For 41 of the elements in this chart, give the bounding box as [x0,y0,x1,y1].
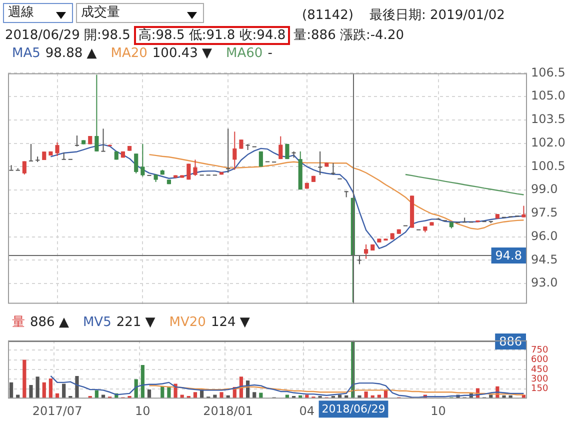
text: 886 ▲ [30,315,69,330]
y-tick-label: 106.5 [531,65,566,80]
y-tick-label: 300 [531,374,548,385]
chart-title: (81142) [302,8,354,23]
y-tick-label: 600 [531,355,548,366]
y-tick-label: 103.5 [531,112,566,126]
text: MA60 [226,46,263,61]
text: 100.43 ▼ [152,46,212,61]
x-tick-label: 2017/07 [32,404,82,418]
text: - [268,46,272,61]
text: MV20 [169,315,206,330]
ref-line-label: 94.8 [495,248,522,263]
highlight-frame: 高:98.5 低:91.8 收:94.8 [134,26,290,45]
y-tick-label: 150 [531,384,548,394]
text: 量 [12,315,25,330]
x-tick-label: 2018/06/29 [322,402,386,416]
y-tick-label: 97.5 [531,206,558,220]
text: 221 ▼ [116,315,156,330]
y-tick-label: 96.0 [531,228,558,243]
x-tick-label: 10 [135,404,150,418]
dropdown: 成交量 [76,3,204,23]
text: 124 ▼ [210,315,250,330]
text: 2018/06/29 開:98.5 [5,28,130,43]
y-tick-label: 93.0 [531,276,558,290]
text: MV5 [82,315,112,330]
y-tick-label: 750 [531,345,548,356]
y-tick-label: 105.0 [531,88,566,103]
text: 98.88 ▲ [45,46,97,61]
y-tick-label: 100.5 [531,158,566,173]
y-tick-label: 102.0 [531,135,566,150]
x-tick-label: 10 [430,404,446,418]
x-tick-label: 2018/01 [203,404,254,418]
x-tick-label: 04 [299,404,315,418]
y-tick-label: 450 [531,364,548,375]
text: MA5 [12,46,40,61]
dropdown: 週線 [3,3,73,23]
y-tick-label: 99.0 [531,182,558,196]
text: 量:886 漲跌:-4.20 [294,28,404,43]
chart-subtitle: 最後日期: 2019/01/02 [370,8,505,23]
text: MA20 [110,46,148,61]
y-tick-label: 94.5 [531,252,558,266]
